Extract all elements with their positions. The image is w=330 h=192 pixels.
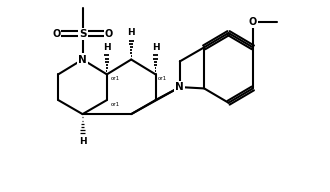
Text: N: N xyxy=(78,55,87,65)
Text: H: H xyxy=(79,137,86,146)
Text: O: O xyxy=(249,17,257,27)
Text: O: O xyxy=(53,29,61,39)
Text: H: H xyxy=(152,43,159,52)
Text: or1: or1 xyxy=(111,102,120,107)
Text: or1: or1 xyxy=(158,76,167,81)
Text: H: H xyxy=(127,28,135,37)
Text: N: N xyxy=(176,82,184,92)
Text: or1: or1 xyxy=(111,76,120,81)
Text: S: S xyxy=(79,29,86,39)
Text: H: H xyxy=(103,43,111,52)
Text: O: O xyxy=(104,29,112,39)
